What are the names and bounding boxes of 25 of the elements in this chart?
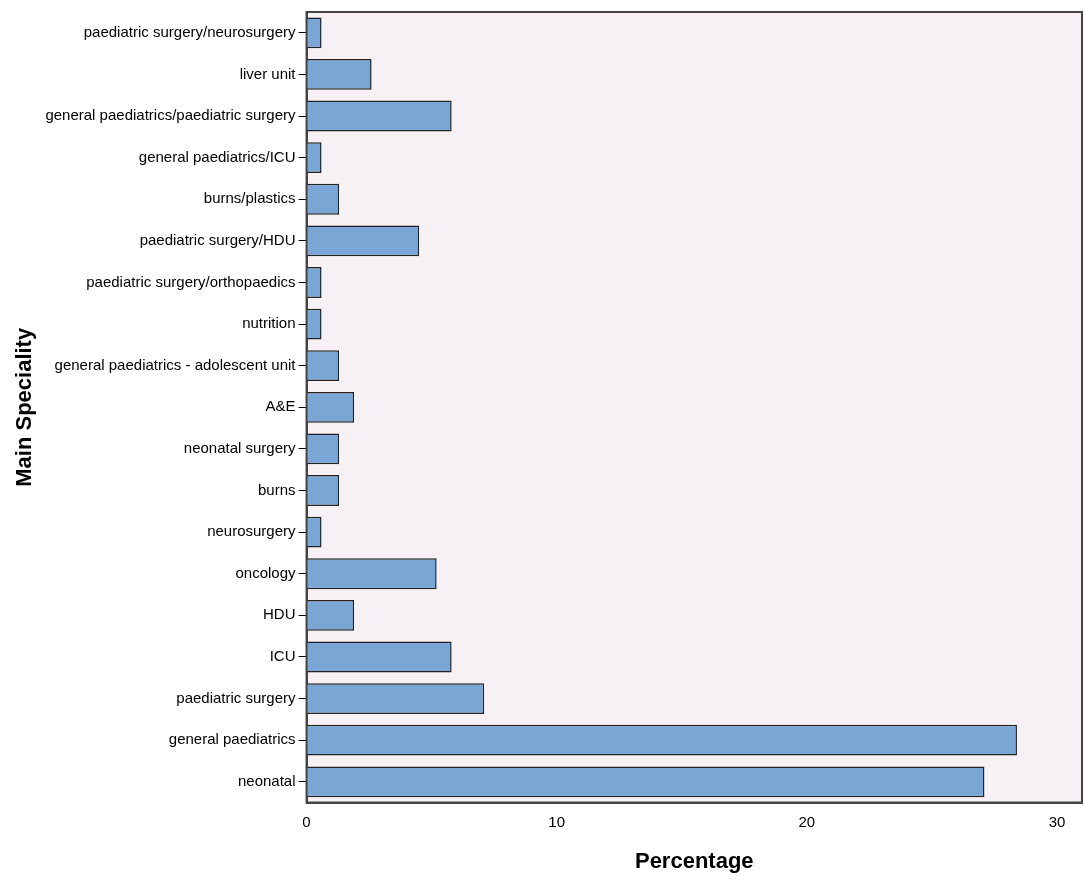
y-tick-label: general paediatrics/paediatric surgery xyxy=(45,106,297,124)
y-tick-label: liver unit xyxy=(239,64,297,82)
y-tick-label: paediatric surgery xyxy=(176,688,297,706)
y-tick-label: general paediatrics xyxy=(168,730,296,748)
y-tick-label: A&E xyxy=(265,397,296,415)
x-axis-title: Percentage xyxy=(634,847,754,873)
x-tick-label: 20 xyxy=(798,812,816,830)
y-tick-label: burns xyxy=(258,480,296,498)
x-tick-label: 30 xyxy=(1048,812,1066,830)
y-tick-label: general paediatrics/ICU xyxy=(138,147,296,165)
y-tick-label: HDU xyxy=(263,605,296,623)
y-tick-label: neonatal surgery xyxy=(183,439,297,457)
y-tick-label: oncology xyxy=(235,563,297,581)
y-tick-label: neonatal xyxy=(237,771,296,789)
y-tick-label: general paediatrics - adolescent unit xyxy=(54,355,297,373)
x-tick-label: 0 xyxy=(302,812,311,830)
y-tick-label: nutrition xyxy=(242,314,296,332)
y-tick-label: neurosurgery xyxy=(207,522,297,540)
y-tick-label: paediatric surgery/orthopaedics xyxy=(86,272,296,290)
y-tick-label: burns/plastics xyxy=(203,189,296,207)
y-axis-title: Main Speciality xyxy=(11,327,37,487)
y-tick-label: paediatric surgery/neurosurgery xyxy=(83,22,297,40)
x-tick-label: 10 xyxy=(548,812,566,830)
y-tick-label: ICU xyxy=(269,647,296,665)
y-tick-label: paediatric surgery/HDU xyxy=(139,231,296,248)
